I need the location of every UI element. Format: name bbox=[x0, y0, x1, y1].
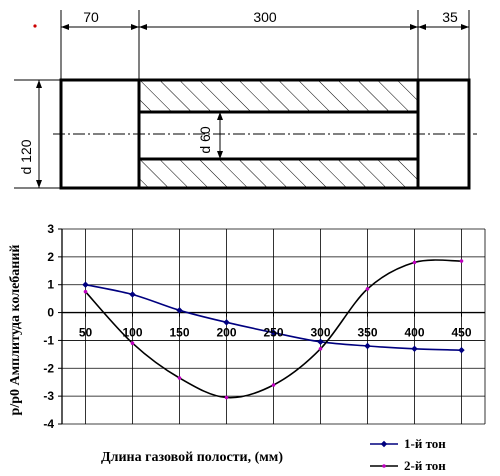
x-tick-label: 350 bbox=[357, 326, 377, 340]
y-tick-label: -1 bbox=[43, 333, 54, 347]
x-tick-label: 250 bbox=[263, 326, 283, 340]
x-tick-label: 450 bbox=[451, 326, 471, 340]
legend-label-1: 1-й тон bbox=[404, 436, 446, 451]
y-axis-label: p/p0 Амплитуда колебаний bbox=[8, 245, 23, 416]
x-tick-label: 400 bbox=[404, 326, 424, 340]
arrow bbox=[410, 24, 418, 30]
y-tick-label: -3 bbox=[43, 389, 54, 403]
arrow bbox=[217, 112, 223, 120]
x-tick-label: 150 bbox=[169, 326, 189, 340]
pipe-drawing: 70 300 35 d 120 d 60 bbox=[14, 9, 477, 190]
data-point bbox=[177, 376, 182, 380]
data-point bbox=[83, 289, 88, 294]
tick-labels: 3 2 1 0 -1 -2 -3 -4 50 100 150 200 250 300 350 400 450 bbox=[43, 222, 472, 431]
legend: 1-й тон 2-й тон bbox=[370, 436, 446, 473]
legend-marker bbox=[380, 440, 388, 448]
y-tick-label: 0 bbox=[47, 306, 54, 320]
arrow bbox=[36, 80, 42, 88]
arrow bbox=[217, 151, 223, 159]
arrow bbox=[461, 24, 469, 30]
data-point bbox=[459, 259, 464, 263]
dimension-label-300: 300 bbox=[253, 9, 277, 25]
hatched-wall-bottom bbox=[139, 159, 418, 188]
y-tick-label: 3 bbox=[47, 222, 54, 236]
data-point bbox=[224, 395, 229, 400]
x-tick-label: 200 bbox=[216, 326, 236, 340]
arrow bbox=[36, 180, 42, 188]
y-tick-label: 1 bbox=[47, 278, 54, 292]
x-axis-label: Длина газовой полости, (мм) bbox=[101, 450, 283, 465]
y-tick-label: -4 bbox=[43, 417, 54, 431]
axes bbox=[58, 228, 485, 425]
data-point bbox=[130, 341, 135, 346]
series-markers bbox=[82, 259, 465, 400]
hatched-wall-top bbox=[139, 80, 418, 112]
data-point bbox=[458, 346, 465, 354]
dimension-label-d120: d 120 bbox=[18, 139, 34, 174]
dimension-label-70: 70 bbox=[83, 9, 99, 25]
data-point bbox=[317, 338, 324, 346]
red-marker bbox=[33, 24, 37, 28]
y-tick-label: 2 bbox=[47, 250, 54, 264]
arrow bbox=[61, 24, 69, 30]
data-point bbox=[129, 291, 136, 298]
legend-label-2: 2-й тон bbox=[404, 458, 446, 473]
x-tick-label: 100 bbox=[122, 326, 142, 340]
legend-marker bbox=[382, 464, 386, 468]
arrow bbox=[418, 24, 426, 30]
data-point bbox=[270, 329, 277, 336]
arrow bbox=[139, 24, 147, 30]
data-point bbox=[82, 281, 89, 288]
data-point bbox=[318, 346, 323, 351]
data-point bbox=[412, 260, 417, 265]
y-tick-label: -2 bbox=[43, 361, 54, 375]
data-point bbox=[411, 345, 418, 352]
data-point bbox=[364, 342, 371, 350]
data-point bbox=[223, 319, 230, 326]
arrow bbox=[131, 24, 139, 30]
dimension-label-35: 35 bbox=[442, 9, 458, 25]
x-tick-label: 50 bbox=[79, 326, 93, 340]
data-point bbox=[365, 287, 370, 291]
amplitude-chart: 3 2 1 0 -1 -2 -3 -4 50 100 150 200 250 300 350 400 450 p… bbox=[8, 222, 486, 473]
x-tick-label: 300 bbox=[310, 326, 330, 340]
dimension-label-d60: d 60 bbox=[197, 126, 213, 153]
data-point bbox=[271, 383, 276, 387]
data-point bbox=[176, 307, 183, 314]
